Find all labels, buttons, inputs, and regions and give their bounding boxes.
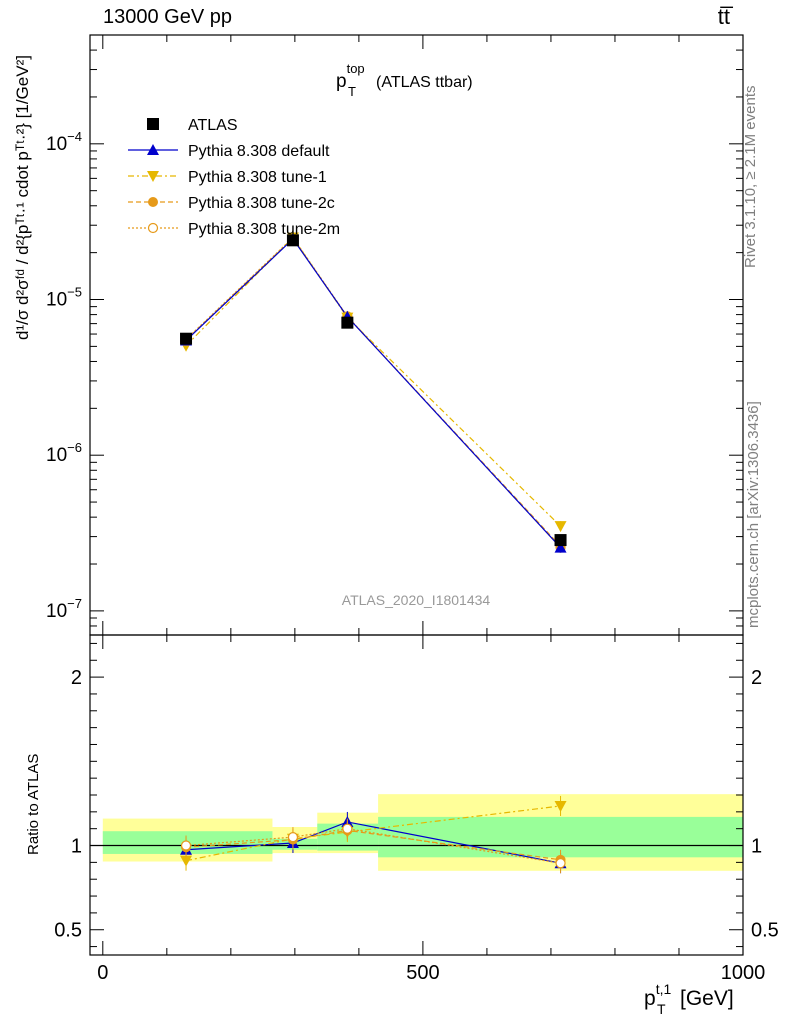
ratio-y-tick-label-right: 2 [751,667,762,689]
legend-label: Pythia 8.308 default [188,143,330,160]
legend-label: Pythia 8.308 tune-2m [188,221,340,238]
y-tick-label: 10−5 [46,285,82,311]
y-tick-label: 10−7 [46,596,82,622]
y-tick-label: 10−4 [46,129,82,155]
legend: ATLAS Pythia 8.308 default Pythia 8.308 tu… [128,117,340,238]
ratio-y-tick-label: 2 [71,667,82,689]
ratio-point-1 [180,855,193,867]
ratio-point-1 [554,800,567,812]
series-line-1 [185,238,561,548]
legend-label: ATLAS [188,117,238,134]
legend-marker [147,171,159,182]
ratio-y-tick-label-right: 0.5 [751,920,779,942]
ratio-y-tick-label: 1 [71,836,82,858]
process-label: tt̅ [717,4,730,29]
legend-marker [147,118,159,130]
ratio-y-tick-label: 0.5 [54,920,82,942]
ratio-line-1 [185,805,561,862]
y-axis-label: d¹/σ d²σᶠᵈ / d²{pᵀᵗ·¹ cdot pᵀᵗ·²} [1/GeV… [13,55,32,340]
main-plot-panel: 10−4 10−5 10−6 10−7 ptop T(ATLAS ttbar) ATLAS_… [13,34,744,636]
y-tick-label: 10−6 [46,440,82,466]
ratio-x-tick-label: 500 [406,962,439,984]
ratio-plot-panel: 2 2 1 1 0.5 0.5 0 500 1000 Ratio to ATLAS pt,1 T [Ge… [25,634,779,1017]
plot-title: ptop T(ATLAS ttbar) [336,61,473,99]
ratio-point-3 [180,840,192,851]
ratio-line-3 [185,828,561,864]
watermark-label: ATLAS_2020_I1801434 [342,592,491,608]
energy-label: 13000 GeV pp [103,6,232,28]
ratio-point-3 [555,858,566,869]
data-point-1 [554,541,567,553]
legend-label: Pythia 8.308 tune-1 [188,169,327,186]
ratio-point-3 [342,823,353,834]
data-point-0 [180,332,193,345]
ratio-x-tick-label: 1000 [721,962,766,984]
series-line-2 [185,236,561,527]
ratio-point-3 [287,832,299,843]
data-point-0 [341,316,354,329]
legend-marker [148,197,158,207]
legend-marker [147,144,159,155]
ratio-y-tick-label-right: 1 [751,836,762,858]
ratio-x-tick-label: 0 [97,962,108,984]
data-point-2 [554,521,567,533]
ratio-line-0 [185,821,561,864]
x-axis-label: pt,1 T [GeV] [644,981,734,1017]
series-line-3 [185,237,561,547]
legend-marker [147,222,159,234]
data-point-0 [554,534,567,547]
ratio-y-axis-label: Ratio to ATLAS [25,754,42,855]
series-line-4 [185,236,561,548]
legend-label: Pythia 8.308 tune-2c [188,195,335,212]
data-point-0 [286,234,299,247]
